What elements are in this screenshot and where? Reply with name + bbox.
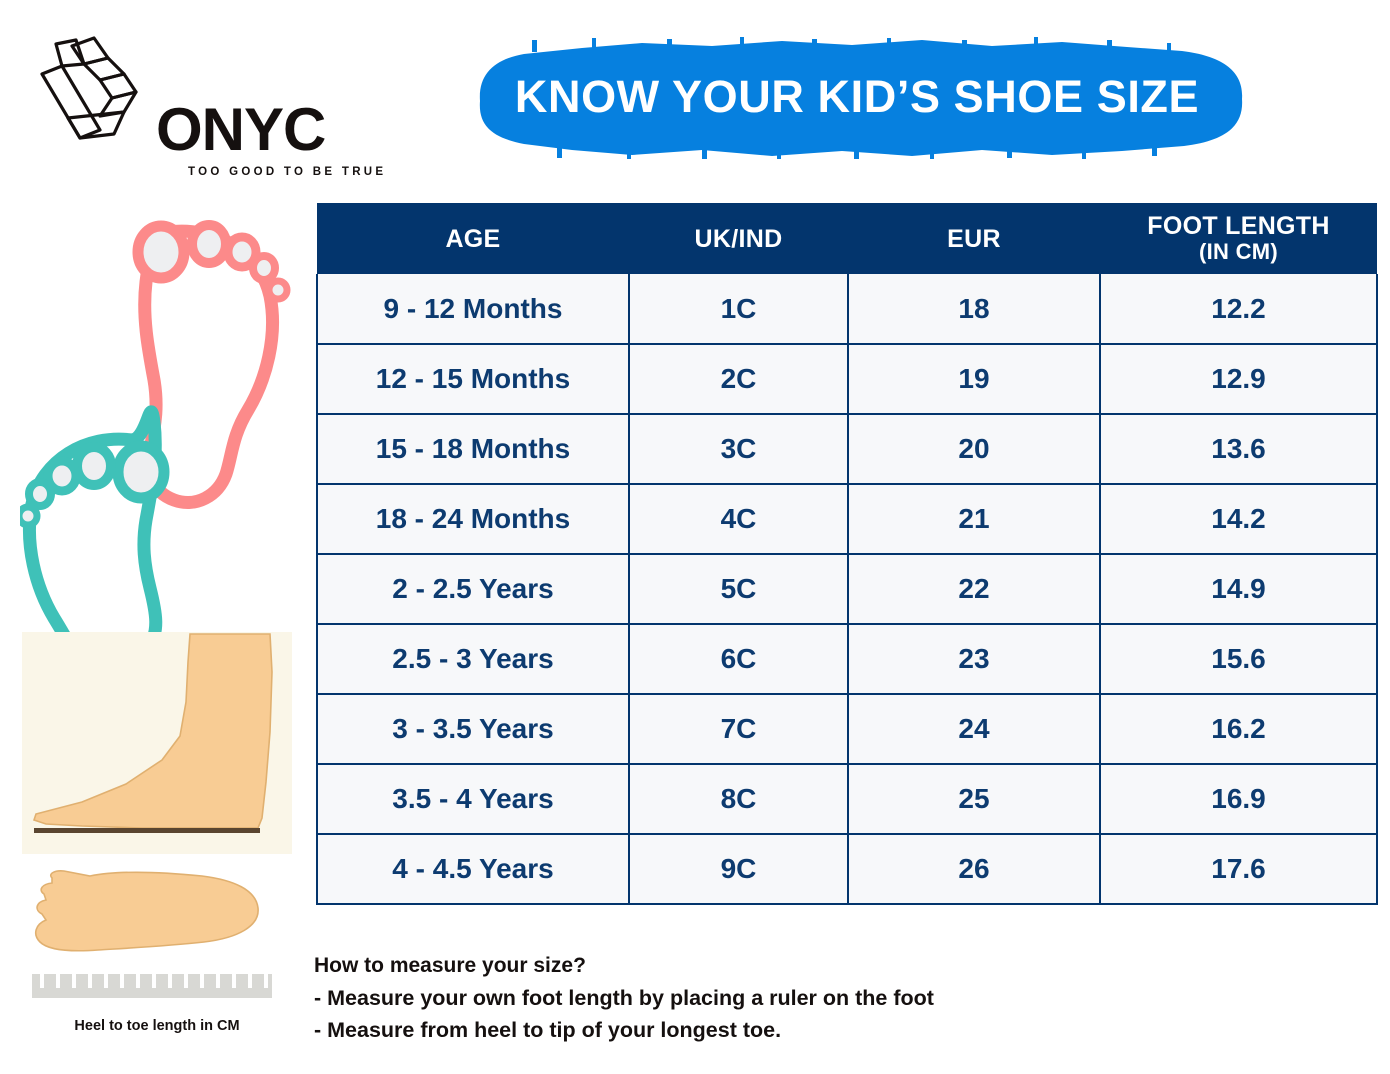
cell-eur: 25: [848, 764, 1101, 835]
cell-uk: 5C: [629, 554, 849, 625]
page-title: KNOW YOUR KID’S SHOE SIZE: [514, 71, 1200, 122]
instruction-line-2: - Measure from heel to tip of your longe…: [314, 1017, 782, 1042]
table-row: 3 - 3.5 Years 7C 24 16.2: [316, 694, 1378, 765]
table-row: 2.5 - 3 Years 6C 23 15.6: [316, 624, 1378, 695]
cell-age: 4 - 4.5 Years: [316, 834, 630, 905]
cell-foot-length: 17.6: [1100, 834, 1378, 905]
cell-eur: 23: [848, 624, 1101, 695]
shoe-size-table: AGE UK/IND EUR FOOT LENGTH (IN CM) 9 - 1…: [316, 203, 1378, 905]
column-header-eur: EUR: [848, 203, 1100, 274]
onyc-monogram-icon: [40, 36, 138, 140]
cell-foot-length: 14.9: [1100, 554, 1378, 625]
teal-footprint-icon: [20, 405, 170, 648]
table-row: 15 - 18 Months 3C 20 13.6: [316, 414, 1378, 485]
table-header-row: AGE UK/IND EUR FOOT LENGTH (IN CM): [317, 203, 1377, 274]
cell-age: 15 - 18 Months: [316, 414, 630, 485]
cell-eur: 22: [848, 554, 1101, 625]
cell-eur: 20: [848, 414, 1101, 485]
cell-uk: 1C: [629, 274, 849, 345]
column-header-uk: UK/IND: [629, 203, 848, 274]
cell-foot-length: 14.2: [1100, 484, 1378, 555]
cell-uk: 9C: [629, 834, 849, 905]
cell-age: 12 - 15 Months: [316, 344, 630, 415]
cell-eur: 18: [848, 274, 1101, 345]
instruction-line-1: - Measure your own foot length by placin…: [314, 986, 934, 1011]
cell-foot-length: 13.6: [1100, 414, 1378, 485]
cell-age: 9 - 12 Months: [316, 274, 630, 345]
table-row: 9 - 12 Months 1C 18 12.2: [316, 274, 1378, 345]
cell-eur: 24: [848, 694, 1101, 765]
baby-footprints-illustration: [20, 220, 291, 648]
cell-foot-length: 15.6: [1100, 624, 1378, 695]
cell-uk: 3C: [629, 414, 849, 485]
cell-foot-length: 16.9: [1100, 764, 1378, 835]
cell-age: 2 - 2.5 Years: [316, 554, 630, 625]
measure-instructions: How to measure your size? - Measure your…: [314, 952, 1094, 1046]
cell-foot-length: 16.2: [1100, 694, 1378, 765]
foot-top-view-illustration: [32, 870, 272, 998]
table-row: 2 - 2.5 Years 5C 22 14.9: [316, 554, 1378, 625]
column-header-foot-length-unit: (IN CM): [1198, 239, 1279, 265]
instructions-heading: How to measure your size?: [314, 954, 586, 977]
banner-brush-shape: [479, 37, 1243, 159]
cell-uk: 8C: [629, 764, 849, 835]
cell-foot-length: 12.2: [1100, 274, 1378, 345]
column-header-foot-length-main: FOOT LENGTH: [1147, 212, 1330, 241]
table-row: 18 - 24 Months 4C 21 14.2: [316, 484, 1378, 555]
cell-foot-length: 12.9: [1100, 344, 1378, 415]
cell-uk: 2C: [629, 344, 849, 415]
cell-eur: 19: [848, 344, 1101, 415]
cell-age: 3 - 3.5 Years: [316, 694, 630, 765]
cell-eur: 21: [848, 484, 1101, 555]
cell-age: 18 - 24 Months: [316, 484, 630, 555]
column-header-foot-length: FOOT LENGTH (IN CM): [1100, 203, 1377, 274]
cell-uk: 7C: [629, 694, 849, 765]
cell-age: 3.5 - 4 Years: [316, 764, 630, 835]
column-header-age: AGE: [317, 203, 629, 274]
brand-tagline: TOO GOOD TO BE TRUE: [188, 166, 387, 178]
foot-side-view-illustration: [22, 632, 292, 854]
brand-logo: ONYC TOO GOOD TO BE TRUE: [28, 28, 383, 178]
table-row: 4 - 4.5 Years 9C 26 17.6: [316, 834, 1378, 905]
cell-age: 2.5 - 3 Years: [316, 624, 630, 695]
table-row: 3.5 - 4 Years 8C 25 16.9: [316, 764, 1378, 835]
ruler-caption: Heel to toe length in CM: [74, 1018, 240, 1034]
table-row: 12 - 15 Months 2C 19 12.9: [316, 344, 1378, 415]
brand-wordmark: ONYC: [156, 96, 326, 163]
title-banner: KNOW YOUR KID’S SHOE SIZE: [462, 37, 1252, 159]
measuring-line: [34, 828, 260, 833]
ruler-icon: [32, 968, 272, 998]
cell-uk: 6C: [629, 624, 849, 695]
cell-eur: 26: [848, 834, 1101, 905]
pink-footprint-icon: [132, 220, 291, 509]
cell-uk: 4C: [629, 484, 849, 555]
